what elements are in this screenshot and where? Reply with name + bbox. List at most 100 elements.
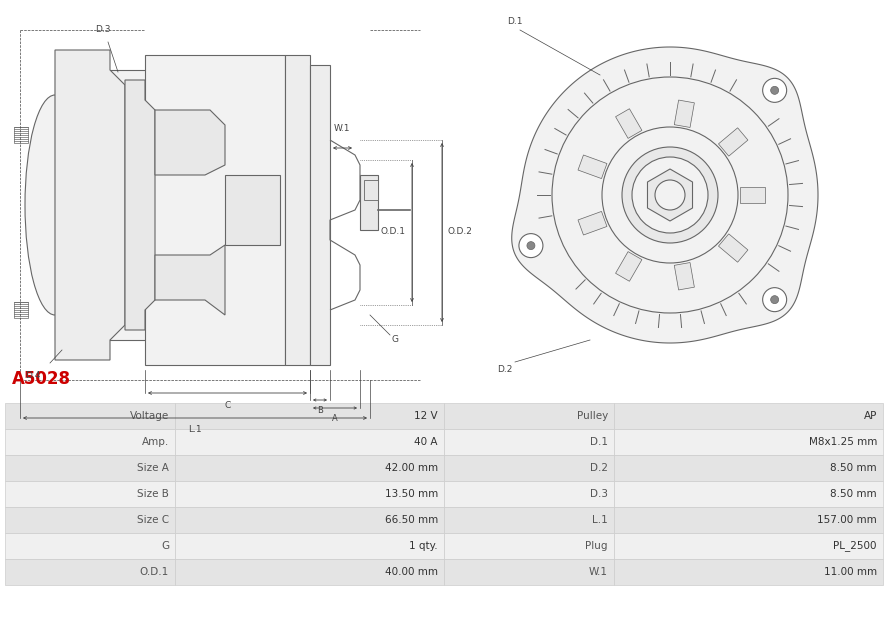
Circle shape: [622, 147, 718, 243]
Text: O.D.1: O.D.1: [380, 227, 405, 237]
Text: G: G: [161, 541, 169, 551]
Polygon shape: [155, 245, 225, 315]
Bar: [14, 302, 28, 318]
Polygon shape: [578, 211, 607, 235]
Bar: [5, 559, 175, 585]
Polygon shape: [740, 187, 765, 203]
Text: 8.50 mm: 8.50 mm: [830, 489, 877, 499]
Text: 11.00 mm: 11.00 mm: [824, 567, 877, 577]
Bar: [614, 533, 883, 559]
Polygon shape: [578, 155, 607, 179]
Bar: [614, 403, 883, 429]
Text: C: C: [225, 401, 231, 410]
Text: 8.50 mm: 8.50 mm: [830, 463, 877, 473]
Text: PL_2500: PL_2500: [834, 541, 877, 551]
Text: L.1: L.1: [592, 515, 608, 525]
Text: 1 qty.: 1 qty.: [409, 541, 438, 551]
Bar: [175, 403, 444, 429]
Text: 42.00 mm: 42.00 mm: [385, 463, 438, 473]
Text: Size A: Size A: [137, 463, 169, 473]
Bar: [175, 481, 444, 507]
Text: A5028: A5028: [12, 370, 71, 388]
Bar: [614, 507, 883, 533]
Text: G: G: [392, 336, 399, 345]
Bar: [5, 429, 175, 455]
Text: D.3: D.3: [590, 489, 608, 499]
Polygon shape: [55, 50, 125, 360]
Polygon shape: [718, 234, 748, 262]
Circle shape: [763, 78, 787, 102]
Text: Amp.: Amp.: [141, 437, 169, 447]
Text: D.2: D.2: [497, 366, 512, 374]
Text: W.1: W.1: [589, 567, 608, 577]
Circle shape: [682, 297, 696, 310]
Text: B: B: [317, 406, 323, 415]
Circle shape: [592, 104, 606, 118]
Text: Pulley: Pulley: [577, 411, 608, 421]
Bar: [444, 403, 614, 429]
Circle shape: [763, 288, 787, 312]
Text: 13.50 mm: 13.50 mm: [385, 489, 438, 499]
Text: 66.50 mm: 66.50 mm: [385, 515, 438, 525]
Text: M8x1.25 mm: M8x1.25 mm: [809, 437, 877, 447]
Text: D.1: D.1: [590, 437, 608, 447]
Bar: [5, 455, 175, 481]
Circle shape: [519, 234, 543, 258]
Text: W.1: W.1: [333, 124, 350, 133]
Bar: [614, 481, 883, 507]
Circle shape: [552, 77, 788, 313]
Text: D.2: D.2: [590, 463, 608, 473]
Text: D.1: D.1: [507, 17, 523, 27]
Polygon shape: [225, 175, 280, 245]
Bar: [5, 533, 175, 559]
Bar: [5, 481, 175, 507]
Bar: [175, 559, 444, 585]
Bar: [175, 429, 444, 455]
Text: 40 A: 40 A: [414, 437, 438, 447]
Circle shape: [632, 157, 708, 233]
Bar: [444, 481, 614, 507]
Text: Size C: Size C: [137, 515, 169, 525]
Bar: [175, 507, 444, 533]
Text: Voltage: Voltage: [130, 411, 169, 421]
Text: D.3: D.3: [95, 26, 110, 34]
Text: L.1: L.1: [188, 425, 202, 434]
Bar: [444, 559, 614, 585]
Text: Plug: Plug: [586, 541, 608, 551]
Bar: [364, 180, 378, 200]
Bar: [55, 70, 285, 340]
Bar: [444, 507, 614, 533]
Bar: [444, 429, 614, 455]
Bar: [14, 127, 28, 143]
Text: O.D.2: O.D.2: [447, 227, 472, 237]
Polygon shape: [512, 47, 818, 343]
Circle shape: [602, 127, 738, 263]
Text: D.4: D.4: [25, 371, 40, 379]
Bar: [5, 403, 175, 429]
Bar: [614, 559, 883, 585]
Circle shape: [527, 242, 535, 250]
Bar: [5, 507, 175, 533]
Bar: [444, 455, 614, 481]
Text: 157.00 mm: 157.00 mm: [817, 515, 877, 525]
Text: A: A: [332, 414, 338, 423]
Polygon shape: [155, 110, 225, 175]
Polygon shape: [145, 55, 285, 365]
Polygon shape: [674, 100, 694, 128]
Text: 12 V: 12 V: [414, 411, 438, 421]
Ellipse shape: [25, 95, 85, 315]
Bar: [614, 455, 883, 481]
Text: AP: AP: [863, 411, 877, 421]
Text: 40.00 mm: 40.00 mm: [385, 567, 438, 577]
Bar: [175, 533, 444, 559]
Polygon shape: [718, 128, 748, 156]
Polygon shape: [674, 262, 694, 290]
Text: O.D.1: O.D.1: [140, 567, 169, 577]
Text: Size B: Size B: [137, 489, 169, 499]
Polygon shape: [285, 55, 310, 365]
Bar: [614, 429, 883, 455]
Bar: [444, 533, 614, 559]
Polygon shape: [310, 65, 330, 365]
Polygon shape: [647, 169, 693, 221]
Polygon shape: [125, 80, 155, 330]
